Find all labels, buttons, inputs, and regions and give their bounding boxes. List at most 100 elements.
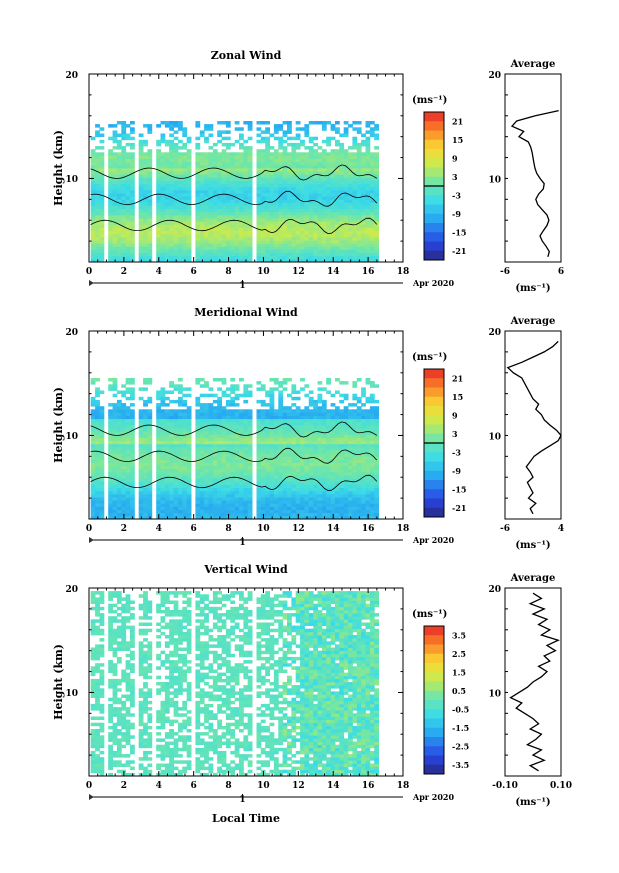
colorbar-tick-label: 15 [452, 135, 463, 145]
heatmap-cell [169, 440, 174, 445]
heatmap-cell [178, 193, 183, 197]
heatmap-cell [287, 158, 292, 163]
heatmap-cell [160, 168, 166, 172]
heatmap-cell [199, 450, 205, 454]
contour-line [90, 164, 378, 181]
heatmap-cell [356, 121, 362, 125]
heatmap-cell [343, 168, 349, 172]
heatmap-cell [348, 227, 353, 231]
heatmap-cell [199, 472, 205, 476]
heatmap-cell [260, 155, 266, 159]
heatmap-cell [239, 515, 244, 519]
heatmap-cell [116, 171, 122, 175]
heatmap-cell [178, 409, 183, 413]
heatmap-cell [304, 484, 310, 488]
heatmap-cell [321, 450, 327, 454]
heatmap-cell [343, 475, 349, 479]
heatmap-cell [138, 431, 144, 435]
heatmap-cell [356, 378, 362, 382]
heatmap-cell [182, 478, 188, 482]
heatmap-cell [204, 481, 209, 485]
heatmap-cell [278, 236, 284, 241]
heatmap-cell [374, 497, 379, 501]
heatmap-cell [343, 196, 349, 200]
heatmap-cell [295, 249, 301, 253]
heatmap-cell [352, 497, 358, 501]
heatmap-cell [243, 465, 249, 470]
heatmap-cell [308, 487, 314, 492]
heatmap-cell [116, 189, 122, 194]
heatmap-cell [321, 171, 327, 175]
heatmap-cell [130, 453, 135, 457]
heatmap-cell [317, 208, 323, 213]
heatmap-cell [178, 456, 183, 460]
heatmap-cell [234, 218, 240, 222]
heatmap-cell [147, 130, 153, 134]
heatmap-cell [243, 205, 249, 210]
heatmap-cell [164, 233, 170, 238]
heatmap-cell [178, 418, 183, 423]
heatmap-cell [313, 475, 318, 479]
heatmap-cell [256, 500, 262, 504]
heatmap-cell [217, 243, 222, 247]
heatmap-cell [234, 459, 240, 463]
heatmap-cell [121, 218, 127, 222]
heatmap-cell [156, 403, 161, 407]
heatmap-cell [173, 243, 179, 247]
heatmap-cell [173, 431, 179, 435]
heatmap-cell [291, 456, 297, 460]
heatmap-cell [173, 500, 179, 504]
heatmap-cell [287, 393, 292, 398]
heatmap-cell [90, 456, 96, 460]
heatmap-cell [247, 230, 253, 235]
heatmap-cell [278, 490, 284, 495]
heatmap-cell [195, 434, 201, 438]
heatmap-cell [225, 221, 231, 225]
heatmap-cell [304, 421, 310, 426]
heatmap-cell [178, 459, 183, 463]
heatmap-cell [300, 503, 305, 507]
heatmap-cell [156, 249, 161, 253]
heatmap-cell [178, 399, 183, 404]
heatmap-cell [225, 240, 231, 244]
heatmap-cell [282, 381, 288, 385]
heatmap-cell [90, 227, 96, 231]
heatmap-cell [278, 196, 284, 200]
heatmap-cell [256, 249, 262, 253]
heatmap-cell [335, 503, 340, 507]
heatmap-cell [269, 196, 275, 200]
heatmap-cell [182, 472, 188, 476]
heatmap-cell [186, 218, 192, 222]
heatmap-cell [178, 462, 183, 467]
heatmap-cell [295, 240, 301, 244]
heatmap-cell [147, 177, 153, 181]
heatmap-cell [260, 139, 266, 144]
heatmap-cell [160, 512, 166, 517]
heatmap-cell [304, 199, 310, 203]
heatmap-cell [317, 155, 323, 159]
heatmap-cell [348, 124, 353, 128]
heatmap-cell [95, 186, 100, 191]
heatmap-cell [186, 503, 192, 507]
heatmap-cell [369, 152, 375, 156]
heatmap-cell [217, 465, 222, 470]
average-y-tick-label: 20 [488, 71, 501, 81]
heatmap-cell [335, 390, 340, 394]
heatmap-cell [125, 196, 131, 200]
heatmap-cell [348, 196, 353, 200]
heatmap-cell [143, 503, 148, 507]
heatmap-cell [164, 431, 170, 435]
heatmap-cell [182, 418, 188, 423]
heatmap-cell [356, 509, 362, 514]
heatmap-cell [282, 246, 288, 250]
heatmap-cell [164, 487, 170, 492]
heatmap-cell [217, 512, 222, 517]
heatmap-cell [256, 412, 262, 416]
heatmap-cell [308, 233, 314, 238]
heatmap-cell [278, 418, 284, 423]
heatmap-cell [173, 218, 179, 222]
heatmap-cell [164, 205, 170, 210]
heatmap-cell [304, 183, 310, 188]
heatmap-cell [300, 421, 305, 426]
heatmap-cell [195, 215, 201, 219]
